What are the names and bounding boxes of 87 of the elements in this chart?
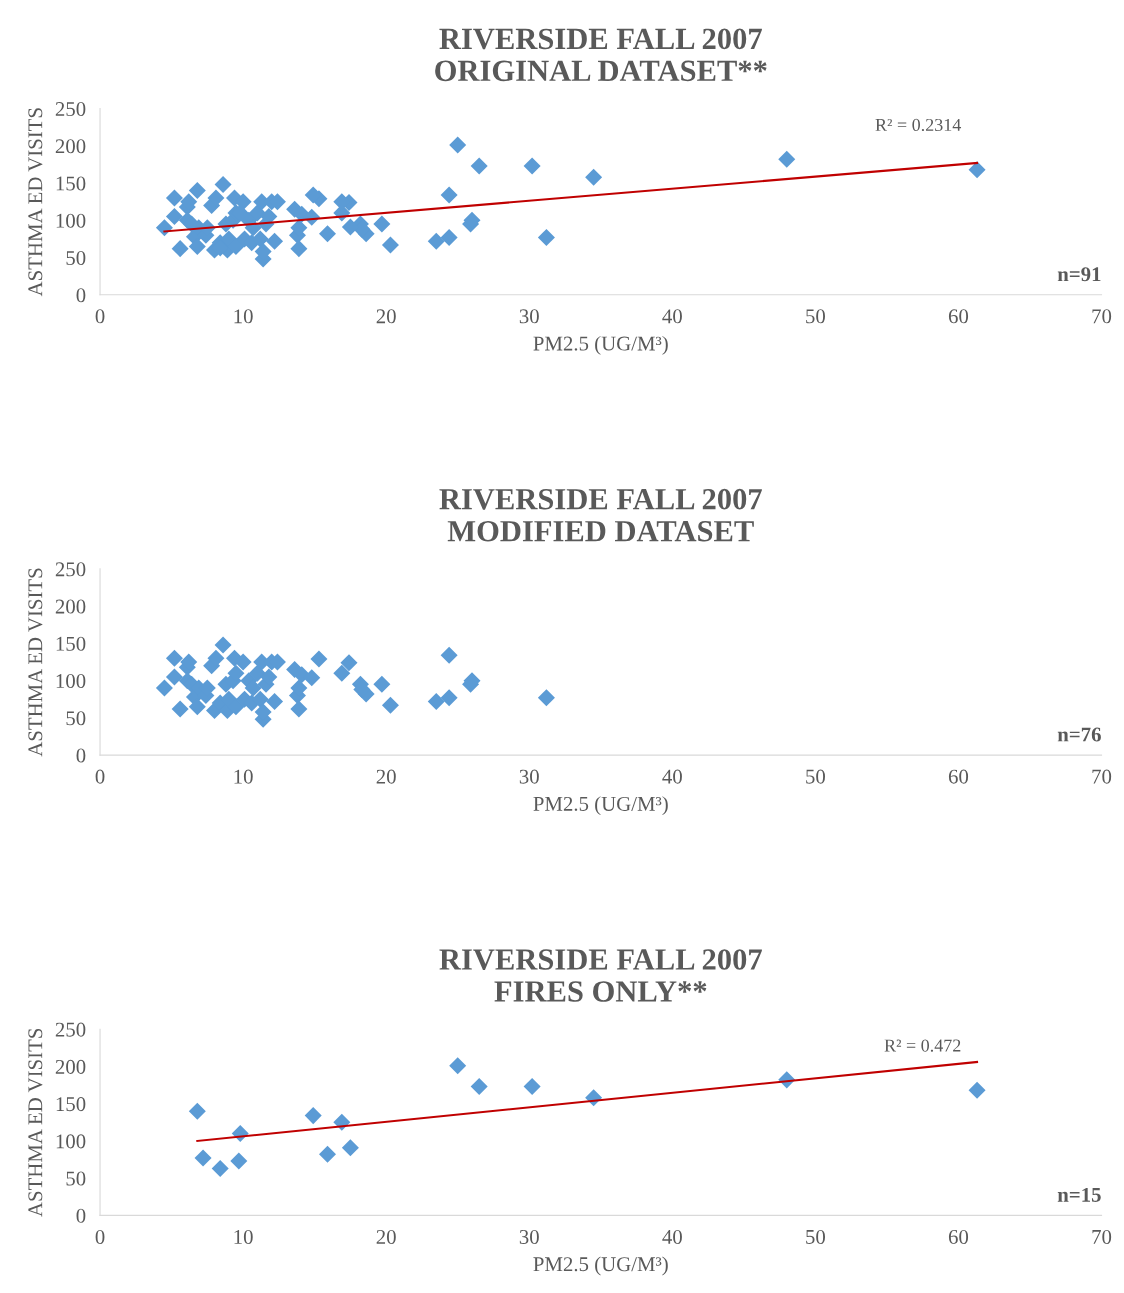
point: [303, 669, 321, 687]
y-tick-label: 150: [56, 636, 86, 651]
point: [171, 700, 189, 718]
point: [440, 646, 458, 664]
x-tick-label: 0: [95, 769, 105, 784]
point: [319, 1145, 337, 1163]
x-tick-label: 0: [95, 1229, 105, 1244]
x-axis-title: PM2.5 (UG/M³): [533, 796, 668, 816]
point: [207, 649, 225, 667]
point: [304, 1107, 322, 1125]
point: [449, 1057, 467, 1075]
x-tick-label: 50: [806, 769, 825, 784]
annotation: n=76: [1057, 727, 1101, 742]
y-tick-label: 200: [55, 1059, 86, 1074]
point: [310, 650, 328, 668]
point: [165, 668, 183, 686]
point: [266, 692, 284, 710]
point: [340, 654, 358, 672]
point: [155, 679, 173, 697]
point: [290, 700, 308, 718]
x-tick-label: 40: [662, 309, 682, 324]
y-tick-label: 200: [55, 139, 86, 154]
y-tick-label: 250: [55, 1022, 86, 1037]
annotation: R² = 0.2314: [875, 118, 962, 132]
x-axis-title: PM2.5 (UG/M³): [533, 335, 668, 355]
x-tick-label: 50: [806, 309, 825, 324]
annotation: n=15: [1057, 1187, 1101, 1202]
y-tick-label: 0: [76, 1208, 86, 1223]
chart-title: RIVERSIDE FALL 2007 MODIFIED DATASET: [439, 488, 762, 542]
x-tick-label: 70: [1092, 1229, 1112, 1244]
point: [188, 698, 206, 716]
x-tick-label: 10: [234, 769, 253, 784]
point: [537, 689, 555, 707]
point: [165, 649, 183, 667]
chart-title: RIVERSIDE FALL 2007 ORIGINAL DATASET**: [435, 28, 767, 82]
y-tick-label: 100: [56, 213, 86, 228]
point: [188, 1102, 206, 1120]
chart-title: RIVERSIDE FALL 2007 FIRES ONLY**: [439, 949, 762, 1002]
y-tick-label: 50: [66, 250, 86, 265]
annotation: R² = 0.472: [884, 1039, 961, 1052]
y-tick-label: 250: [55, 562, 86, 577]
y-axis-title: ASTHMA ED VISITS: [28, 568, 43, 757]
point: [523, 1078, 541, 1096]
point: [373, 675, 391, 693]
x-tick-label: 20: [376, 769, 396, 784]
point: [214, 636, 232, 654]
y-tick-label: 200: [55, 599, 86, 614]
y-tick-label: 150: [56, 1097, 86, 1112]
point: [341, 1139, 359, 1157]
x-tick-label: 60: [948, 1229, 969, 1244]
point: [470, 1078, 488, 1096]
y-tick-label: 50: [66, 1171, 86, 1186]
y-tick-label: 0: [76, 288, 86, 303]
x-tick-label: 30: [519, 309, 539, 324]
y-tick-label: 100: [56, 674, 86, 689]
point: [381, 696, 399, 714]
point: [194, 1149, 212, 1167]
x-tick-label: 50: [806, 1229, 825, 1244]
x-tick-label: 30: [519, 1229, 539, 1244]
annotation: n=91: [1057, 267, 1101, 282]
point: [333, 664, 351, 682]
x-tick-label: 20: [376, 309, 396, 324]
point: [440, 689, 458, 707]
y-tick-label: 0: [76, 748, 86, 763]
y-tick-label: 150: [56, 176, 86, 191]
x-tick-label: 40: [662, 769, 682, 784]
point: [968, 1081, 986, 1099]
point: [230, 1152, 248, 1170]
x-tick-label: 60: [948, 309, 969, 324]
point: [427, 692, 445, 710]
x-tick-label: 10: [234, 309, 253, 324]
x-tick-label: 20: [376, 1229, 396, 1244]
x-tick-label: 10: [234, 1229, 253, 1244]
point: [248, 664, 266, 682]
x-tick-label: 70: [1092, 309, 1112, 324]
y-axis-title: ASTHMA ED VISITS: [28, 1028, 43, 1217]
x-tick-label: 30: [519, 769, 539, 784]
point: [211, 1159, 229, 1178]
x-tick-label: 60: [948, 769, 969, 784]
y-tick-label: 50: [66, 711, 86, 726]
x-axis-title: PM2.5 (UG/M³): [533, 1256, 668, 1276]
x-tick-label: 70: [1092, 769, 1112, 784]
y-axis-title: ASTHMA ED VISITS: [28, 108, 43, 297]
y-tick-label: 250: [55, 101, 86, 117]
x-tick-label: 40: [662, 1229, 682, 1244]
x-tick-label: 0: [95, 309, 105, 324]
y-tick-label: 100: [56, 1134, 86, 1149]
